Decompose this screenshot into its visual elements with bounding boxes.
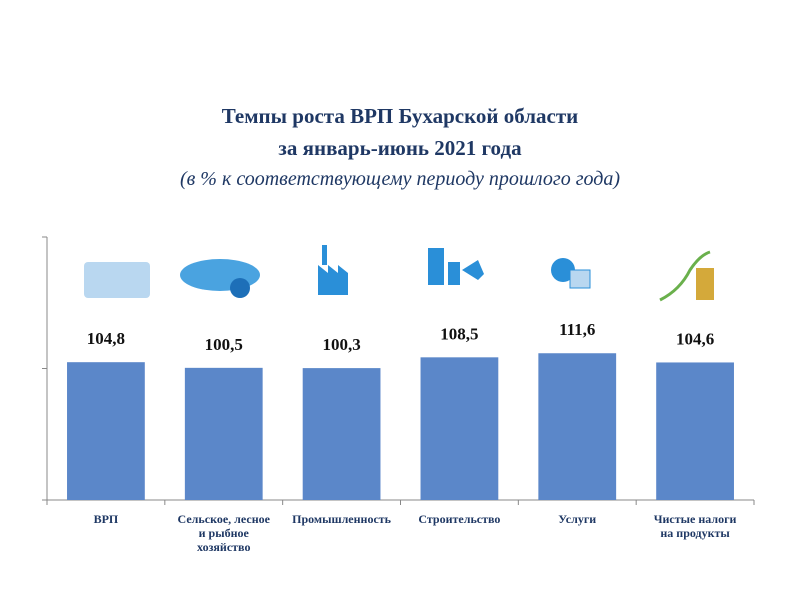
data-label: 104,8 [87, 329, 125, 348]
chart-subtitle: за январь-июнь 2021 года [278, 136, 522, 160]
bar [184, 367, 263, 500]
bar [420, 357, 499, 500]
data-label: 100,5 [205, 335, 243, 354]
icon [428, 248, 484, 285]
icon [659, 250, 711, 302]
data-label: 100,3 [322, 335, 360, 354]
bar [67, 362, 145, 500]
chart-note: (в % к соответствующему периоду прошлого… [179, 168, 621, 190]
x-tick-label: ВРП [93, 512, 119, 526]
x-tick-label: Промышленность [292, 512, 392, 526]
icon [230, 278, 250, 298]
icon [696, 268, 714, 300]
data-label: 104,6 [676, 329, 714, 348]
bar [302, 368, 381, 500]
icons [84, 245, 714, 302]
icon [84, 262, 150, 298]
data-label: 108,5 [440, 324, 478, 343]
icon [318, 245, 348, 295]
data-label: 111,6 [559, 320, 595, 339]
x-tick-label: Чистые налоги на продукты [653, 512, 737, 540]
x-tick-label: Сельское, лесное и рыбное хозяйство [177, 512, 270, 554]
icon [569, 269, 591, 289]
bar [656, 362, 734, 500]
x-tick-label: Услуги [558, 512, 597, 526]
icon [551, 258, 575, 282]
bar [538, 353, 617, 500]
chart-title: Темпы роста ВРП Бухарской области [221, 104, 579, 128]
x-tick-label: Строительство [418, 512, 501, 526]
